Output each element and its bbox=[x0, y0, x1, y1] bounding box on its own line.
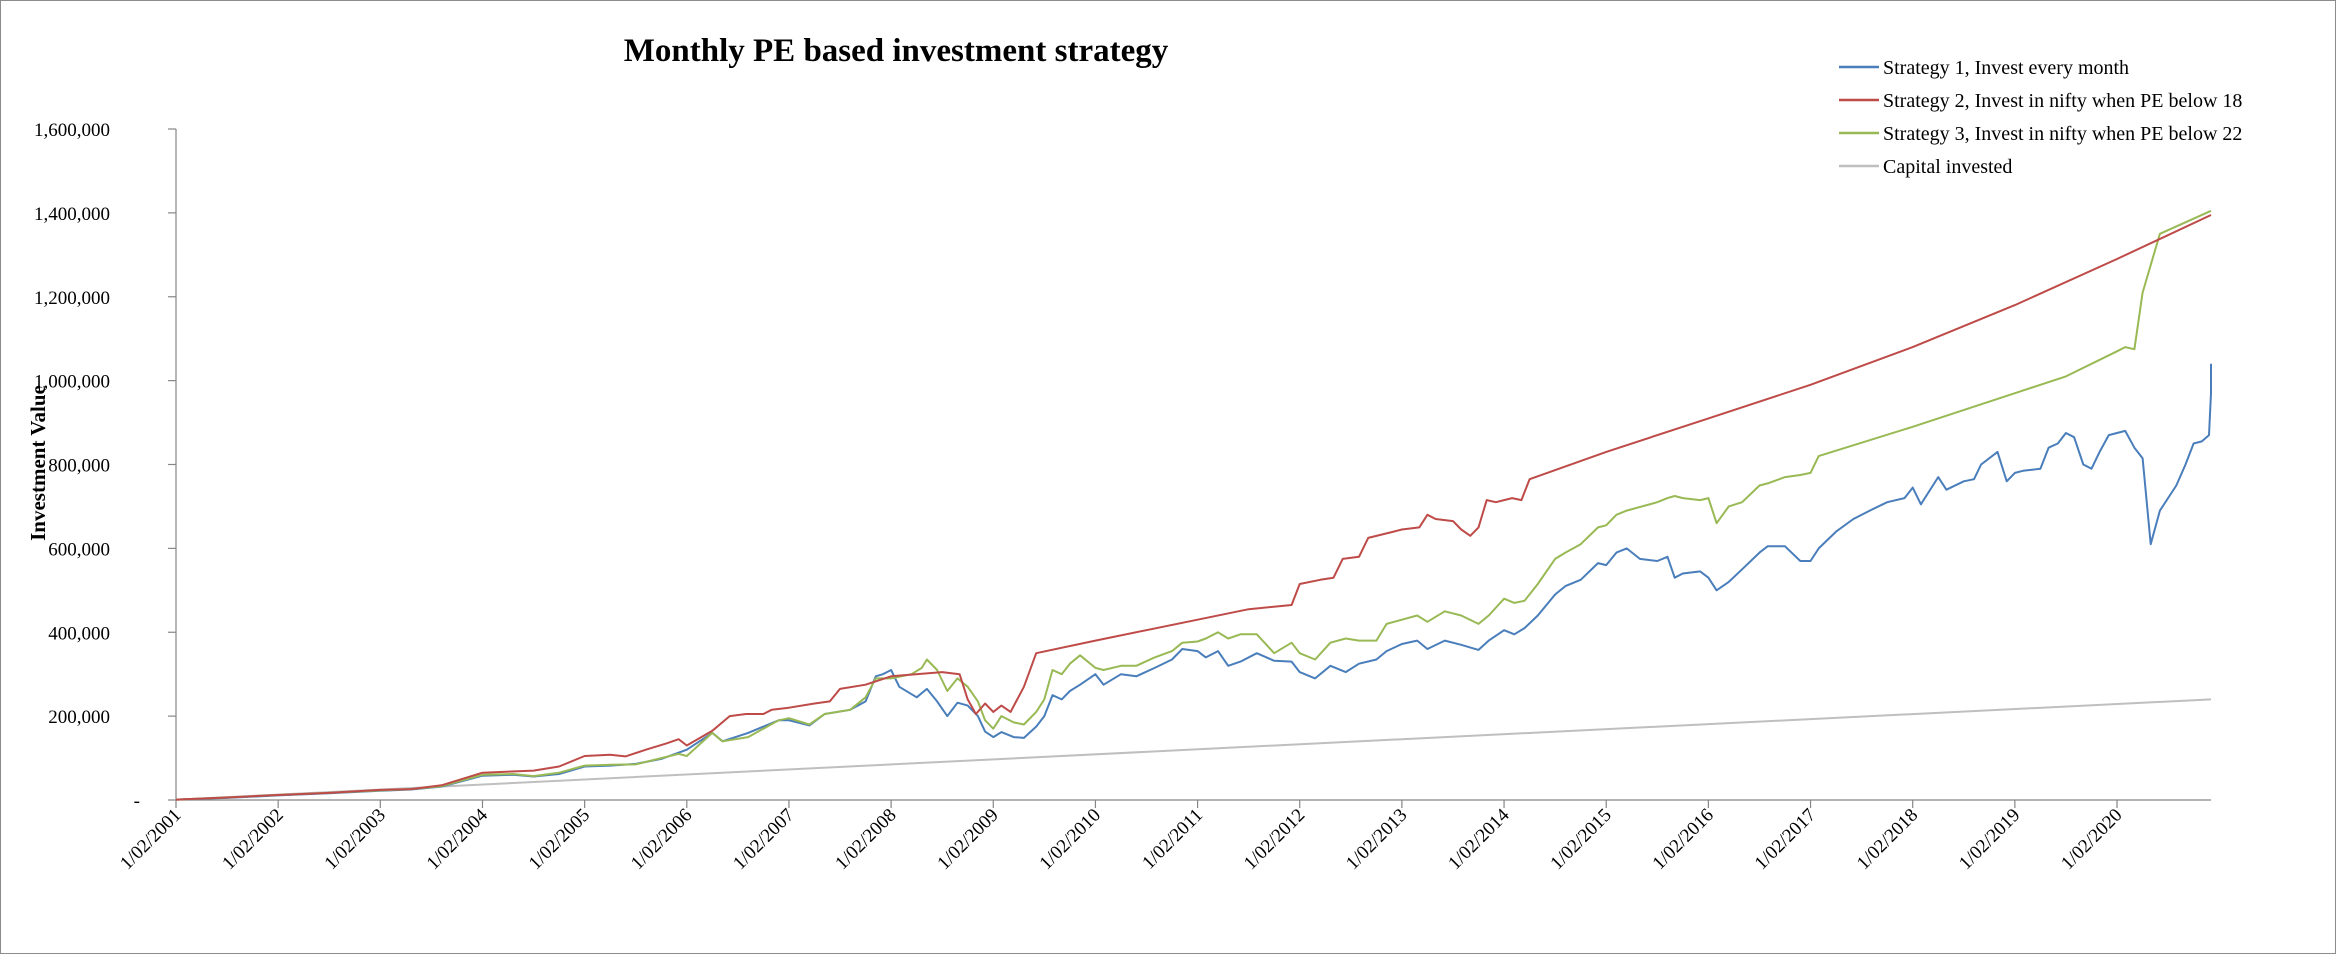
x-tick-label: 1/02/2008 bbox=[831, 805, 900, 874]
x-axis: 1/02/2001 1/02/2002 1/02/2003 1/02/2004 1/02… bbox=[116, 799, 2211, 874]
legend: Strategy 1, Invest every month Strategy 2… bbox=[1839, 57, 2242, 178]
y-tick-label: 400,000 bbox=[48, 623, 110, 644]
y-tick-label: 1,600,000 bbox=[34, 120, 110, 141]
x-tick-label: 1/02/2003 bbox=[321, 805, 390, 874]
plot-area bbox=[175, 209, 2212, 801]
x-tick-label: 1/02/2017 bbox=[1751, 805, 1820, 874]
x-tick-label: 1/02/2004 bbox=[423, 804, 493, 874]
x-tick-label: 1/02/2014 bbox=[1444, 804, 1514, 874]
x-tick-label: 1/02/2016 bbox=[1649, 805, 1718, 874]
y-tick-label: - bbox=[134, 791, 140, 812]
x-tick-label: 1/02/2015 bbox=[1546, 805, 1615, 874]
y-axis-label: Investment Value bbox=[26, 385, 50, 541]
series-line-3 bbox=[175, 209, 2212, 801]
y-tick-label: 200,000 bbox=[48, 707, 110, 728]
x-tick-label: 1/02/2005 bbox=[525, 805, 594, 874]
y-tick-label: 800,000 bbox=[48, 456, 110, 477]
y-tick-label: 600,000 bbox=[48, 539, 110, 560]
y-axis: - 200,000 400,000 600,000 800,000 1,000,000 1,… bbox=[34, 120, 177, 812]
x-tick-label: 1/02/2013 bbox=[1342, 805, 1411, 874]
x-tick-label: 1/02/2007 bbox=[729, 805, 798, 874]
y-tick-label: 1,200,000 bbox=[34, 288, 110, 309]
x-tick-label: 1/02/2010 bbox=[1036, 805, 1105, 874]
x-tick-label: 1/02/2002 bbox=[218, 805, 287, 874]
legend-label: Strategy 2, Invest in nifty when PE belo… bbox=[1883, 90, 2242, 112]
y-tick-label: 1,000,000 bbox=[34, 372, 110, 393]
x-tick-label: 1/02/2020 bbox=[2057, 805, 2126, 874]
x-tick-label: 1/02/2019 bbox=[1955, 805, 2024, 874]
legend-label: Capital invested bbox=[1883, 156, 2012, 178]
legend-label: Strategy 1, Invest every month bbox=[1883, 57, 2129, 79]
legend-label: Strategy 3, Invest in nifty when PE belo… bbox=[1883, 123, 2242, 145]
y-tick-label: 1,400,000 bbox=[34, 204, 110, 225]
series-line-2 bbox=[175, 214, 2212, 801]
x-tick-label: 1/02/2012 bbox=[1240, 805, 1309, 874]
x-tick-label: 1/02/2009 bbox=[933, 805, 1002, 874]
chart-title: Monthly PE based investment strategy bbox=[624, 33, 1169, 69]
x-tick-label: 1/02/2018 bbox=[1853, 805, 1922, 874]
x-tick-label: 1/02/2001 bbox=[116, 805, 185, 874]
x-tick-label: 1/02/2006 bbox=[627, 805, 696, 874]
x-tick-label: 1/02/2011 bbox=[1138, 805, 1207, 874]
series-line-4 bbox=[175, 698, 2212, 801]
